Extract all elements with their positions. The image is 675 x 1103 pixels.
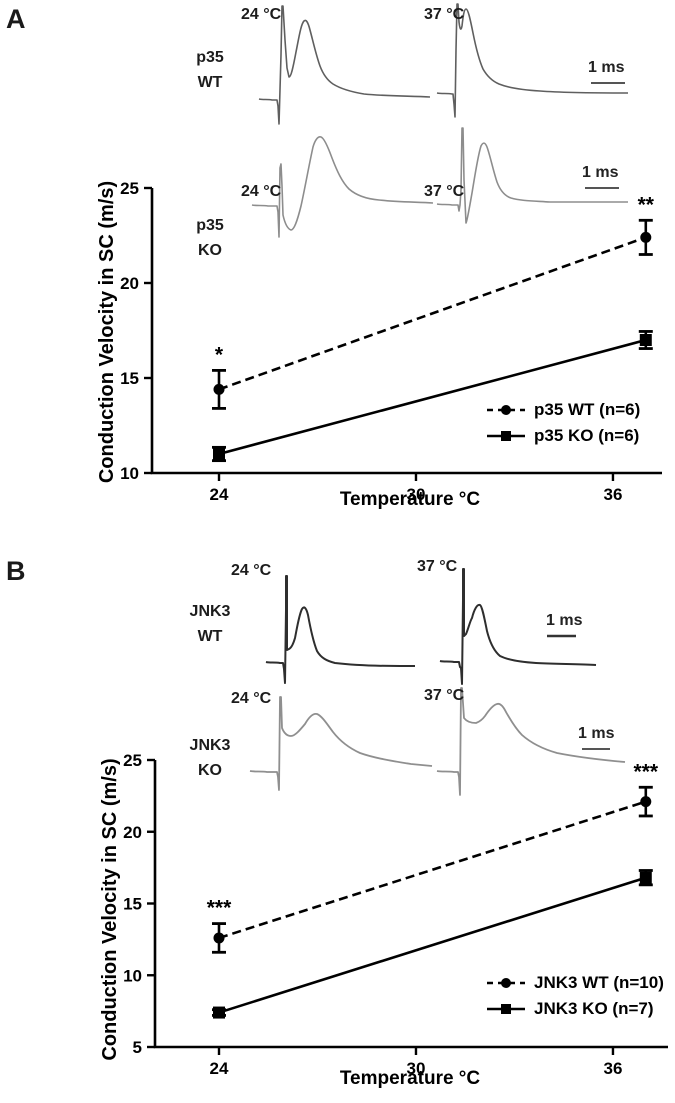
inset-a2-temp-37: 37 °C [424,183,465,200]
x-tick-label: 30 [407,485,426,504]
inset-b2-genotype: JNK3 KO [180,733,240,783]
significance-marker: *** [207,897,232,920]
y-tick-label: 10 [120,464,139,483]
cap-trace-p35-wt-37c [436,3,629,118]
cap-trace-jnk3-ko-24c [249,696,433,791]
inset-a1-scalebar-label: 1 ms [588,59,625,76]
data-point-square [639,871,652,884]
cap-trace-jnk3-ko-37c [436,687,626,796]
dashed-circle-marker-icon [487,405,525,415]
data-point-square [213,448,225,460]
inset-b1-genotype: JNK3 WT [180,599,240,649]
data-point-square [213,1006,225,1019]
genotype-line-1: p35 [196,217,224,234]
legend-label: p35 KO (n=6) [534,426,640,445]
data-point-circle [213,932,225,944]
inset-b1-temp-37: 37 °C [417,558,458,575]
legend-item-jnk3-ko: JNK3 KO (n=7) [487,999,664,1019]
inset-a2-scalebar-label: 1 ms [582,164,619,181]
genotype-line-2: KO [198,762,222,779]
y-tick-label: 25 [123,751,142,770]
genotype-line-1: p35 [196,49,224,66]
significance-marker: ** [638,193,655,216]
cap-trace-jnk3-wt-37c [439,568,597,685]
panel-b-letter: B [6,556,26,586]
y-tick-label: 15 [120,369,139,388]
cap-trace-p35-ko-37c [436,127,628,224]
panel-a-legend: p35 WT (n=6) p35 KO (n=6) [487,400,640,446]
series-line [218,236,647,391]
cap-trace-jnk3-wt-24c [265,575,415,684]
legend-item-p35-ko: p35 KO (n=6) [487,426,640,446]
chart-panel-b: 5 10 15 20 25 24 30 36 *** *** [123,751,668,1078]
series-line [218,876,647,1014]
dashed-circle-marker-icon [487,978,525,988]
legend-label: p35 WT (n=6) [534,400,641,419]
y-tick-label: 20 [120,274,139,293]
panel-b-legend: JNK3 WT (n=10) JNK3 KO (n=7) [487,973,664,1019]
inset-a1-genotype: p35 WT [182,45,238,95]
inset-traces-panel-b [249,568,626,796]
genotype-line-2: WT [197,74,223,91]
x-tick-label: 36 [603,1059,622,1078]
inset-traces-panel-a [251,3,629,238]
significance-marker: *** [634,760,659,783]
solid-square-marker-icon [487,431,525,441]
genotype-line-2: KO [198,242,222,259]
solid-square-marker-icon [487,1004,525,1014]
inset-a2-temp-24: 24 °C [241,183,282,200]
inset-a1-temp-37: 37 °C [424,6,465,23]
series-line [218,800,647,940]
series-line [218,338,647,456]
y-tick-label: 15 [123,895,142,914]
x-tick-label: 24 [210,485,229,504]
legend-item-jnk3-wt: JNK3 WT (n=10) [487,973,664,993]
legend-item-p35-wt: p35 WT (n=6) [487,400,640,420]
y-tick-label: 10 [123,966,142,985]
data-point-square [639,334,652,346]
inset-b2-scalebar-label: 1 ms [578,725,615,742]
panel-b-y-axis-title: Conduction Velocity in SC (m/s) [99,758,121,1061]
inset-b2-temp-37: 37 °C [424,687,465,704]
genotype-line-1: JNK3 [189,737,231,754]
inset-b1-temp-24: 24 °C [231,562,272,579]
cap-trace-p35-ko-24c [251,136,434,238]
inset-b1-scalebar-label: 1 ms [546,612,583,629]
legend-label: JNK3 KO (n=7) [534,999,654,1018]
significance-marker: * [215,343,224,366]
data-point-circle [640,796,652,808]
genotype-line-1: JNK3 [189,603,231,620]
inset-a1-temp-24: 24 °C [241,6,282,23]
x-tick-label: 24 [210,1059,229,1078]
cap-trace-p35-wt-24c [258,5,431,125]
data-point-circle [640,231,652,243]
y-tick-label: 5 [133,1038,142,1057]
genotype-line-2: WT [197,628,223,645]
x-tick-label: 30 [407,1059,426,1078]
inset-b2-temp-24: 24 °C [231,690,272,707]
y-tick-label: 20 [123,823,142,842]
panel-a-x-axis-title: Temperature °C [339,489,481,510]
panel-b-x-axis-title: Temperature °C [339,1068,481,1089]
x-tick-label: 36 [603,485,622,504]
legend-label: JNK3 WT (n=10) [534,973,664,992]
panel-a-letter: A [6,4,26,34]
panel-a-y-axis-title: Conduction Velocity in SC (m/s) [96,180,118,484]
data-point-circle [213,383,225,395]
inset-a2-genotype: p35 KO [182,213,238,263]
y-tick-label: 25 [120,179,139,198]
